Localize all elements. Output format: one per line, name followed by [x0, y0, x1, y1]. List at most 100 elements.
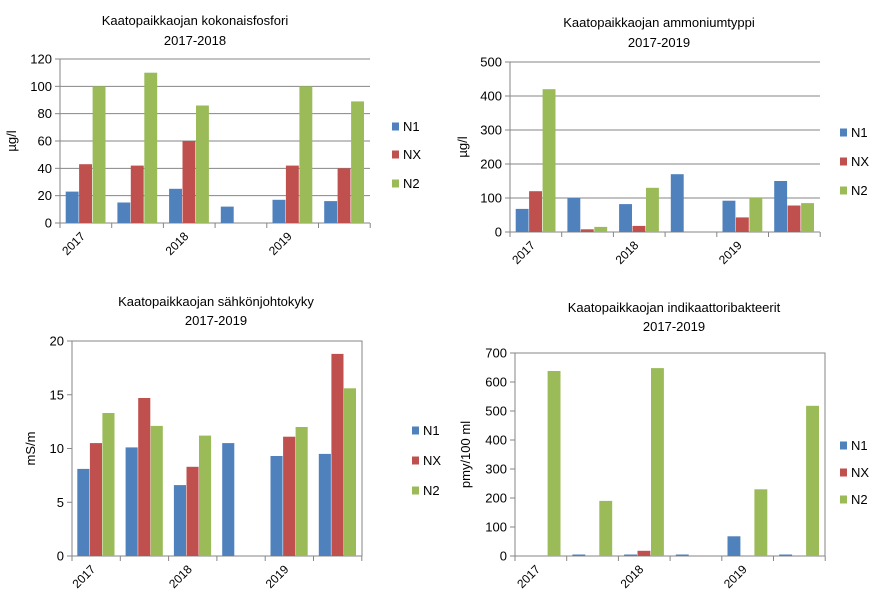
bar-nx — [138, 398, 151, 556]
plot-frame — [71, 340, 363, 557]
legend-swatch-nx — [412, 456, 419, 465]
bar-nx — [79, 164, 92, 223]
x-tick-label: 2018 — [618, 562, 647, 590]
y-tick-label: 60 — [38, 134, 52, 149]
bar-n2 — [199, 435, 212, 556]
y-tick-label: 600 — [485, 375, 507, 390]
y-tick-label: 0 — [500, 549, 507, 564]
bar-nx — [735, 217, 749, 232]
legend-label-n2: N2 — [851, 492, 868, 507]
x-tick-label: 2017 — [514, 562, 543, 590]
bar-n2 — [806, 405, 819, 556]
chart-2: Kaatopaikkaojan ammoniumtyppi 2017-2019 0 1… — [455, 15, 869, 267]
legend-label-n2: N2 — [403, 176, 420, 191]
bar-n1 — [515, 208, 529, 232]
y-axis-label: mS/m — [23, 432, 38, 466]
bar-n1 — [675, 554, 689, 556]
y-axis-label: µg/l — [4, 130, 19, 151]
bar-n2 — [343, 388, 356, 556]
legend-swatch-n1 — [840, 441, 847, 450]
x-tick-label: 2017 — [69, 562, 98, 590]
chart-title: Kaatopaikkaojan sähkönjohtokyky — [118, 294, 314, 309]
bar-n2 — [646, 187, 659, 232]
y-tick-label: 300 — [480, 123, 502, 138]
chart-3: Kaatopaikkaojan sähkönjohtokyky 2017-2019… — [23, 294, 441, 590]
bar-n1 — [619, 204, 632, 232]
chart-subtitle: 2017-2019 — [185, 313, 247, 328]
y-tick-label: 100 — [30, 79, 52, 94]
bar-n1 — [774, 181, 788, 232]
bar-n1 — [222, 443, 235, 556]
bar-n2 — [92, 86, 106, 223]
bar-n1 — [125, 447, 138, 556]
legend-label-n2: N2 — [851, 183, 868, 198]
bar-n1 — [169, 188, 182, 223]
bar-n2 — [196, 105, 209, 223]
bar-n1 — [670, 174, 684, 232]
bar-n2 — [547, 371, 561, 556]
bar-nx — [632, 225, 646, 232]
x-tick-label: 2019 — [266, 229, 295, 258]
y-tick-label: 0 — [57, 549, 64, 564]
legend-swatch-nx — [392, 150, 399, 159]
chart-title: Kaatopaikkaojan ammoniumtyppi — [563, 15, 755, 30]
bar-nx — [283, 436, 296, 556]
legend-label-nx: NX — [851, 154, 869, 169]
bar-n1 — [567, 198, 581, 232]
y-tick-label: 10 — [50, 441, 64, 456]
bar-n1 — [572, 554, 586, 556]
bar-n1 — [727, 536, 741, 556]
plot-frame — [514, 352, 826, 557]
bar-n1 — [173, 485, 186, 556]
x-tick-label: 2019 — [716, 238, 745, 267]
bar-nx — [130, 165, 144, 223]
y-tick-label: 5 — [57, 495, 64, 510]
bar-n1 — [272, 199, 286, 223]
y-tick-label: 100 — [480, 191, 502, 206]
bar-nx — [182, 141, 196, 223]
legend-swatch-n1 — [840, 128, 847, 137]
legend-label-n1: N1 — [403, 119, 420, 134]
bar-n2 — [150, 425, 163, 556]
bar-n1 — [722, 200, 736, 232]
bar-n1 — [270, 456, 283, 556]
bar-n2 — [542, 89, 556, 232]
y-tick-label: 400 — [480, 89, 502, 104]
y-tick-label: 700 — [485, 346, 507, 361]
bar-n2 — [801, 203, 814, 232]
bar-n2 — [144, 72, 158, 223]
x-tick-label: 2017 — [59, 229, 88, 258]
bar-n2 — [594, 226, 608, 232]
legend-swatch-n2 — [840, 186, 847, 195]
y-tick-label: 0 — [495, 225, 502, 240]
y-tick-label: 0 — [45, 216, 52, 231]
bar-nx — [637, 550, 651, 556]
legend-swatch-n1 — [412, 426, 419, 435]
legend-label-n1: N1 — [423, 423, 440, 438]
legend-label-n2: N2 — [423, 483, 440, 498]
y-tick-label: 500 — [485, 404, 507, 419]
legend-swatch-nx — [840, 157, 847, 166]
bar-n1 — [117, 202, 131, 223]
y-axis-label: pmy/100 ml — [458, 421, 473, 488]
legend-swatch-n2 — [392, 179, 399, 188]
bar-nx — [580, 229, 594, 232]
legend-label-nx: NX — [403, 147, 421, 162]
y-tick-label: 40 — [38, 161, 52, 176]
bar-nx — [285, 165, 299, 223]
legend-label-n1: N1 — [851, 438, 868, 453]
legend-label-nx: NX — [423, 453, 441, 468]
bar-n1 — [779, 554, 793, 556]
x-tick-label: 2017 — [509, 238, 538, 267]
x-tick-label: 2019 — [263, 562, 292, 590]
x-tick-label: 2018 — [613, 238, 642, 267]
y-tick-label: 400 — [485, 433, 507, 448]
chart-subtitle: 2017-2019 — [628, 35, 690, 50]
chart-4: Kaatopaikkaojan indikaattoribakteerit 201… — [458, 300, 869, 590]
bar-nx — [337, 168, 351, 223]
bar-n1 — [220, 206, 234, 223]
bar-nx — [89, 443, 102, 556]
y-tick-label: 20 — [50, 334, 64, 349]
bar-n2 — [749, 198, 763, 232]
